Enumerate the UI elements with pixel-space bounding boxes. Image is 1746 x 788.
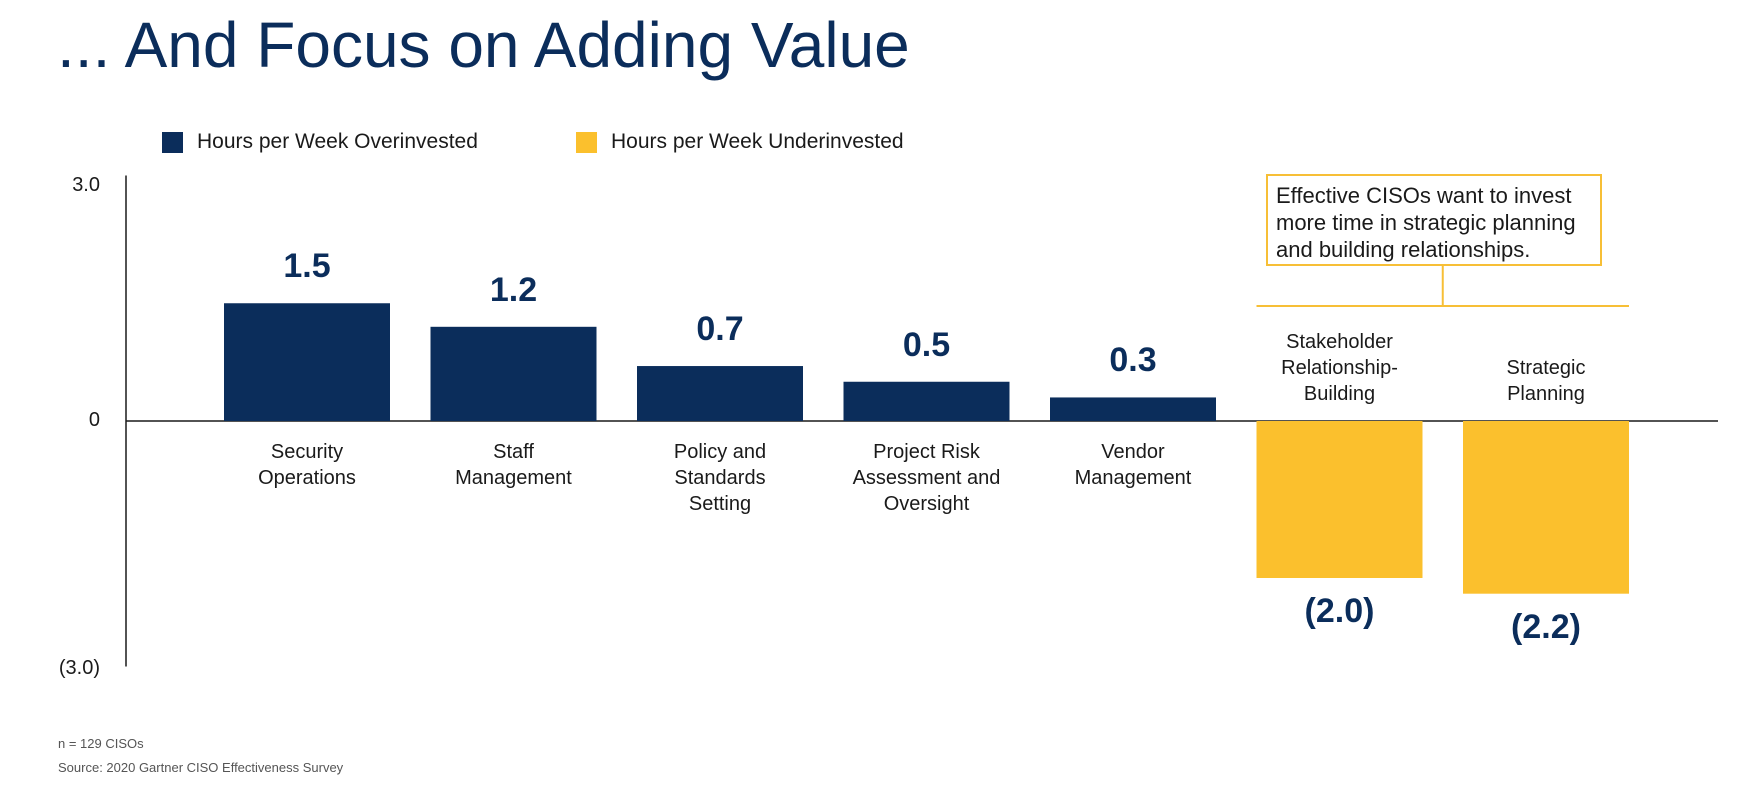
y-tick-label: (3.0) [58,656,100,679]
callout-box: Effective CISOs want to invest more time… [1266,174,1602,266]
category-label-line: Operations [258,467,356,489]
bar [1256,421,1423,578]
legend-swatch-underinvested [576,131,597,153]
category-label: Security Operations [217,439,397,491]
category-label-line: Management [1074,467,1192,489]
category-label-line: Project Risk [873,441,980,463]
page-title: ... And Focus on Adding Value [57,9,910,81]
category-label-line: Building [1303,383,1376,405]
category-label-line: Policy and [673,441,767,463]
category-label-line: Stakeholder [1286,331,1393,353]
category-label-line: Planning [1507,383,1585,405]
bar-value-label: 1.5 [283,247,331,286]
bar [1463,421,1629,594]
bar-value-label: (2.0) [1304,592,1375,630]
category-label-line: Assessment and [852,467,1001,489]
legend-label-underinvested: Hours per Week Underinvested [611,130,904,153]
category-label: Vendor Management [1043,439,1223,491]
y-tick-label: 3.0 [72,173,100,196]
legend-item-underinvested: Hours per Week Underinvested [576,130,904,154]
category-label-line: Management [455,467,572,489]
bar [1050,397,1216,421]
legend-swatch-overinvested [162,131,183,153]
bar-value-label: 1.2 [489,270,538,309]
category-label: Strategic Planning [1456,355,1636,407]
bar-value-label: 0.3 [1109,341,1157,380]
bar [430,326,597,421]
category-label-line: Relationship- [1281,357,1398,379]
bar-value-label: 0.7 [696,310,744,349]
category-label-line: Setting [688,493,752,515]
category-label-line: Oversight [883,493,970,515]
legend-label-overinvested: Hours per Week Overinvested [197,130,478,153]
category-label-line: Staff [493,441,534,463]
category-label-line: Security [270,441,344,463]
sample-size-note: n = 129 CISOs [58,736,144,751]
legend-item-overinvested: Hours per Week Overinvested [162,130,478,154]
category-label: Staff Management [424,439,604,491]
category-label-line: Vendor [1101,441,1165,463]
bar [843,381,1010,421]
bar-value-label: 0.5 [902,325,951,364]
bar [224,303,390,421]
category-label-line: Strategic [1506,357,1586,379]
bar-value-label: (2.2) [1511,607,1581,646]
category-label: Policy and Standards Setting [630,439,810,517]
bar [637,366,803,421]
category-label-line: Standards [674,467,766,489]
category-label: Project Risk Assessment and Oversight [837,439,1017,517]
source-note: Source: 2020 Gartner CISO Effectiveness … [58,760,344,775]
y-tick-label: 0 [88,409,100,431]
category-label: Stakeholder Relationship- Building [1250,329,1430,407]
